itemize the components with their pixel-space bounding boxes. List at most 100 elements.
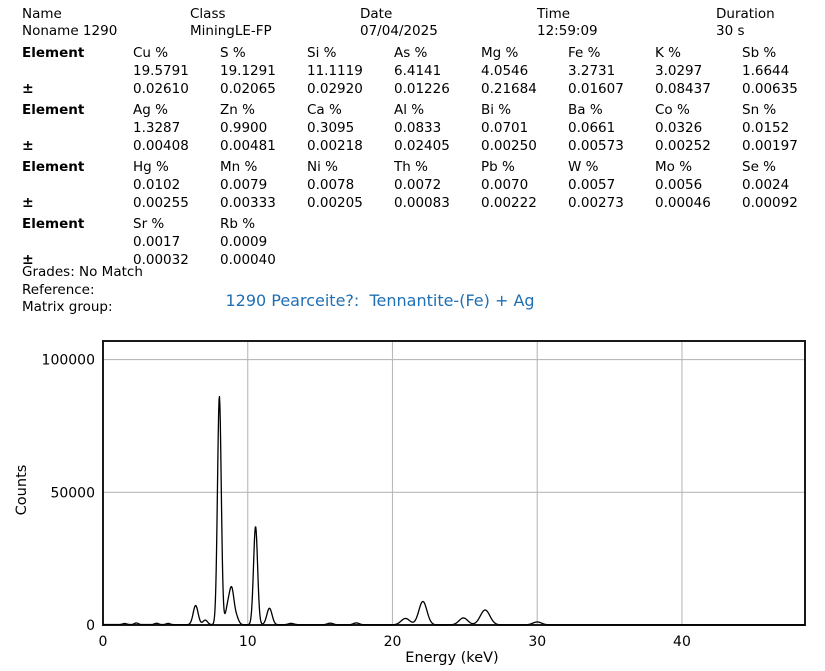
element-cell: Co % 0.0326 0.00252 [655, 101, 741, 155]
meta-label: Name [22, 6, 62, 22]
element-symbol: W % [568, 159, 599, 175]
spectrum-caption-text: 1290 Pearceite?: Tennantite-(Fe) + Ag [225, 291, 535, 310]
y-tick-label: 0 [86, 618, 95, 634]
x-axis-title: Energy (keV) [405, 650, 498, 666]
element-value: 0.0102 [133, 177, 181, 193]
element-value: 0.0024 [742, 177, 790, 193]
element-symbol: Co % [655, 102, 690, 118]
element-value: 1.3287 [133, 120, 181, 136]
element-value: 0.0326 [655, 120, 703, 136]
chart-frame [102, 340, 806, 626]
element-value: 0.0017 [133, 234, 181, 250]
plot-frame [102, 340, 806, 626]
element-symbol: Sn % [742, 102, 777, 118]
element-value: 0.9900 [220, 120, 268, 136]
chart-gridlines [103, 341, 805, 625]
y-tick-label: 100000 [42, 353, 95, 369]
element-error: 0.00573 [568, 138, 624, 154]
element-row-label: Element [22, 45, 85, 61]
x-tick-label: 10 [239, 634, 257, 650]
element-value: 0.0070 [481, 177, 529, 193]
element-cell: Ag % 1.3287 0.00408 [133, 101, 219, 155]
element-cell: Mg % 4.0546 0.21684 [481, 44, 567, 98]
element-error: 0.21684 [481, 81, 537, 97]
element-cell: Se % 0.0024 0.00092 [742, 158, 825, 212]
element-cell: Mo % 0.0056 0.00046 [655, 158, 741, 212]
sample-info-lines: Grades: No Match Reference: Matrix group… [22, 264, 143, 317]
element-row: Element ± Cu % 19.5791 0.02610 S % 19.1291 0.02… [0, 44, 825, 101]
element-error: 0.08437 [655, 81, 711, 97]
element-cell: Rb % 0.0009 0.00040 [220, 215, 306, 269]
meta-value: Noname 1290 [22, 23, 118, 39]
element-symbol: Si % [307, 45, 337, 61]
element-error: 0.00032 [133, 252, 189, 268]
element-cell: Bi % 0.0701 0.00250 [481, 101, 567, 155]
element-cell: Hg % 0.0102 0.00255 [133, 158, 219, 212]
element-symbol: Pb % [481, 159, 515, 175]
element-symbol: K % [655, 45, 681, 61]
y-tick-label: 50000 [50, 485, 95, 501]
element-value: 3.2731 [568, 63, 616, 79]
x-tick-label: 20 [384, 634, 402, 650]
element-symbol: Th % [394, 159, 428, 175]
x-tick-label: 40 [673, 634, 691, 650]
element-cell: S % 19.1291 0.02065 [220, 44, 306, 98]
element-symbol: Fe % [568, 45, 601, 61]
x-tick-label: 30 [528, 634, 546, 650]
element-error-label: ± [22, 81, 34, 97]
element-row: Element ± Sr % 0.0017 0.00032 Rb % 0.0009 0.000… [0, 215, 825, 272]
element-value: 0.0072 [394, 177, 442, 193]
element-value: 0.0079 [220, 177, 268, 193]
element-value: 1.6644 [742, 63, 790, 79]
meta-column-class: Class MiningLE-FP [190, 6, 272, 40]
element-symbol: Sr % [133, 216, 165, 232]
element-symbol: Ba % [568, 102, 603, 118]
x-axis-ticks: 0 10 20 30 40 [99, 634, 691, 650]
spectrum-chart-svg: 0 10 20 30 40 0 50000 100000 Energy (keV) Coun… [14, 340, 806, 666]
meta-value: 07/04/2025 [360, 23, 438, 39]
element-row-label: Element [22, 102, 85, 118]
element-cell: Al % 0.0833 0.02405 [394, 101, 480, 155]
element-value: 4.0546 [481, 63, 529, 79]
element-cell: Ca % 0.3095 0.00218 [307, 101, 393, 155]
element-value: 19.5791 [133, 63, 189, 79]
element-value: 0.0661 [568, 120, 616, 136]
element-row: Element ± Ag % 1.3287 0.00408 Zn % 0.9900 0.004… [0, 101, 825, 158]
element-row-label: Element [22, 159, 85, 175]
element-symbol: As % [394, 45, 428, 61]
element-value: 0.0009 [220, 234, 268, 250]
element-symbol: Cu % [133, 45, 169, 61]
element-cell: Sn % 0.0152 0.00197 [742, 101, 825, 155]
element-error: 0.01226 [394, 81, 450, 97]
x-tick-label: 0 [99, 634, 108, 650]
element-value: 0.0701 [481, 120, 529, 136]
element-value: 0.0057 [568, 177, 616, 193]
element-cell: Sb % 1.6644 0.00635 [742, 44, 825, 98]
element-error: 0.00333 [220, 195, 276, 211]
meta-value: 30 s [716, 23, 745, 39]
meta-label: Duration [716, 6, 775, 22]
spectrum-chart: 0 10 20 30 40 0 50000 100000 Energy (keV) Coun… [0, 330, 825, 671]
element-error: 0.02405 [394, 138, 450, 154]
meta-value: 12:59:09 [537, 23, 598, 39]
element-error: 0.00222 [481, 195, 537, 211]
element-error: 0.00635 [742, 81, 798, 97]
element-error: 0.02610 [133, 81, 189, 97]
reference-line: Reference: [22, 281, 95, 298]
meta-column-date: Date 07/04/2025 [360, 6, 438, 40]
element-error: 0.00255 [133, 195, 189, 211]
element-cell: Cu % 19.5791 0.02610 [133, 44, 219, 98]
element-error: 0.00250 [481, 138, 537, 154]
element-error-label: ± [22, 138, 34, 154]
spectrum-caption: 1290 Pearceite?: Tennantite-(Fe) + Ag [0, 291, 825, 310]
element-error-label: ± [22, 252, 34, 268]
element-symbol: Al % [394, 102, 425, 118]
element-error: 0.01607 [568, 81, 624, 97]
element-error: 0.00197 [742, 138, 798, 154]
element-cell: Zn % 0.9900 0.00481 [220, 101, 306, 155]
element-value: 0.3095 [307, 120, 355, 136]
element-row: Element ± Hg % 0.0102 0.00255 Mn % 0.0079 0.003… [0, 158, 825, 215]
element-cell: As % 6.4141 0.01226 [394, 44, 480, 98]
element-value: 3.0297 [655, 63, 703, 79]
element-error: 0.00408 [133, 138, 189, 154]
